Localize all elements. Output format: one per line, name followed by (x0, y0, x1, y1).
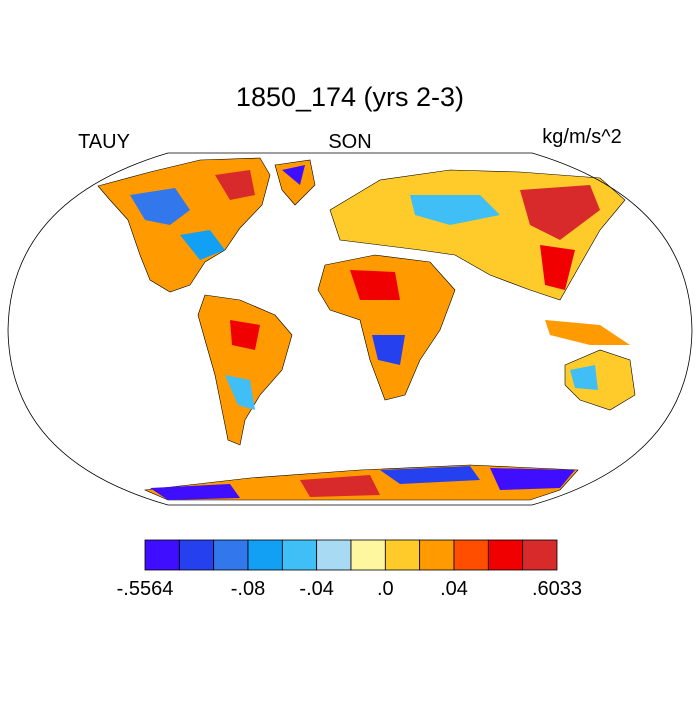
land-patch (130, 188, 190, 225)
land-greenland (274, 159, 316, 206)
center-label: SON (328, 131, 371, 153)
colorbar-box (281, 539, 318, 571)
land-patch (520, 185, 600, 240)
colorbar-label: -.08 (231, 578, 265, 600)
land-patch (490, 468, 575, 490)
land-patch (180, 230, 225, 260)
colorbar-box (419, 539, 455, 571)
land-south-america (197, 294, 293, 446)
land-patch (380, 466, 480, 484)
colorbar-box (522, 539, 558, 571)
colorbar: -.5564 -.08 -.04 .0 .04 .6033 (117, 539, 582, 600)
map-title: 1850_174 (yrs 2-3) (236, 82, 464, 112)
land-patch (230, 320, 260, 350)
map-outline (7, 152, 693, 506)
land-patch (225, 375, 255, 410)
colorbar-label: .0 (377, 578, 394, 600)
land-australia (564, 349, 636, 411)
right-label: kg/m/s^2 (542, 126, 621, 148)
colorbar-box (453, 539, 489, 571)
land-patch (372, 335, 405, 365)
colorbar-box (316, 539, 352, 571)
land-africa (317, 254, 456, 401)
land-patch (282, 165, 305, 185)
colorbar-label: -.5564 (117, 578, 174, 600)
colorbar-label: .6033 (532, 578, 582, 600)
colorbar-box (384, 539, 421, 571)
colorbar-box (350, 539, 386, 571)
land-patch (540, 245, 575, 290)
left-label: TAUY (78, 131, 130, 153)
colorbar-label: -.04 (299, 578, 333, 600)
colorbar-label: .04 (440, 578, 468, 600)
land-patch (150, 484, 240, 500)
colorbar-box (144, 539, 180, 571)
colorbar-box (213, 539, 249, 571)
land-patch (410, 195, 500, 225)
land-islands (545, 320, 630, 345)
map (7, 152, 693, 506)
colorbar-box (487, 539, 524, 571)
colorbar-box (178, 539, 215, 571)
land-patch (570, 365, 598, 390)
land-patch (300, 475, 380, 497)
land-patch (350, 270, 400, 300)
colorbar-box (247, 539, 283, 571)
land-patch (215, 170, 255, 200)
